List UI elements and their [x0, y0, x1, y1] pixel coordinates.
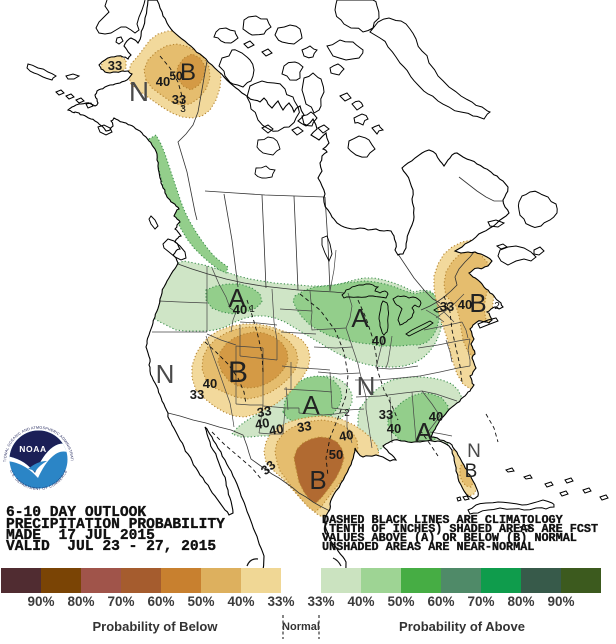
svg-text:50: 50	[329, 447, 343, 462]
svg-text:33: 33	[379, 407, 393, 422]
svg-text:N: N	[467, 441, 481, 462]
svg-text:A: A	[415, 417, 433, 447]
svg-text:A: A	[351, 303, 369, 333]
svg-text:2: 2	[344, 408, 350, 419]
svg-text:B: B	[469, 288, 486, 318]
svg-text:33%: 33%	[267, 594, 294, 609]
svg-text:40: 40	[429, 409, 443, 424]
svg-text:B: B	[465, 461, 478, 482]
svg-text:60%: 60%	[427, 594, 454, 609]
svg-text:VALUES ABOVE (A) OR BELOW (B): VALUES ABOVE (A) OR BELOW (B) NORMAL	[322, 531, 577, 545]
svg-text:90%: 90%	[27, 594, 54, 609]
svg-text:6-10 DAY OUTLOOK: 6-10 DAY OUTLOOK	[6, 505, 146, 521]
svg-text:70%: 70%	[107, 594, 134, 609]
svg-text:50%: 50%	[387, 594, 414, 609]
svg-text:(TENTH OF INCHES) SHADED AREAS: (TENTH OF INCHES) SHADED AREAS ARE FCST	[322, 522, 598, 536]
svg-text:PRECIPITATION PROBABILITY: PRECIPITATION PROBABILITY	[6, 517, 225, 533]
svg-text:60%: 60%	[147, 594, 174, 609]
svg-text:33: 33	[190, 387, 204, 402]
svg-text:90%: 90%	[547, 594, 574, 609]
svg-text:B: B	[180, 59, 196, 86]
svg-text:N: N	[156, 359, 175, 389]
svg-text:33: 33	[108, 58, 122, 73]
svg-text:40: 40	[268, 421, 285, 438]
svg-text:40%: 40%	[347, 594, 374, 609]
svg-text:B: B	[228, 356, 248, 389]
svg-text:Probability of Below: Probability of Below	[93, 619, 219, 634]
svg-text:33%: 33%	[307, 594, 334, 609]
svg-text:1: 1	[249, 304, 255, 315]
svg-text:40: 40	[254, 415, 271, 432]
svg-text:A: A	[228, 283, 246, 313]
svg-text:80%: 80%	[507, 594, 534, 609]
svg-text:33: 33	[172, 92, 186, 107]
svg-text:40: 40	[387, 421, 401, 436]
svg-text:VALID JUL 23 - 27, 2015: VALID JUL 23 - 27, 2015	[6, 539, 216, 555]
svg-text:80%: 80%	[67, 594, 94, 609]
svg-text:DASHED BLACK LINES ARE CLIMATO: DASHED BLACK LINES ARE CLIMATOLOGY	[322, 513, 564, 527]
svg-text:40: 40	[458, 297, 472, 312]
svg-text:Normal: Normal	[282, 621, 320, 633]
svg-text:40: 40	[233, 302, 247, 317]
svg-text:40%: 40%	[227, 594, 254, 609]
svg-text:N: N	[357, 371, 376, 401]
svg-text:MADE 17 JUL 2015: MADE 17 JUL 2015	[6, 528, 155, 544]
svg-text:A: A	[302, 390, 320, 420]
svg-text:UNSHADED AREAS ARE NEAR-NORMAL: UNSHADED AREAS ARE NEAR-NORMAL	[322, 540, 534, 554]
svg-text:40: 40	[372, 333, 386, 348]
svg-text:33: 33	[296, 418, 313, 435]
svg-text:B: B	[309, 465, 326, 495]
svg-text:NOAA: NOAA	[19, 444, 46, 454]
svg-text:N: N	[129, 76, 149, 107]
svg-text:2: 2	[494, 301, 500, 312]
svg-text:33: 33	[440, 299, 454, 314]
svg-text:40: 40	[338, 427, 355, 444]
svg-text:50: 50	[169, 69, 183, 83]
svg-text:33: 33	[256, 403, 273, 420]
svg-text:3: 3	[180, 104, 186, 115]
svg-text:40: 40	[156, 74, 170, 89]
svg-text:Probability of Above: Probability of Above	[399, 619, 525, 634]
svg-text:50%: 50%	[187, 594, 214, 609]
svg-text:70%: 70%	[467, 594, 494, 609]
svg-text:40: 40	[203, 376, 217, 391]
